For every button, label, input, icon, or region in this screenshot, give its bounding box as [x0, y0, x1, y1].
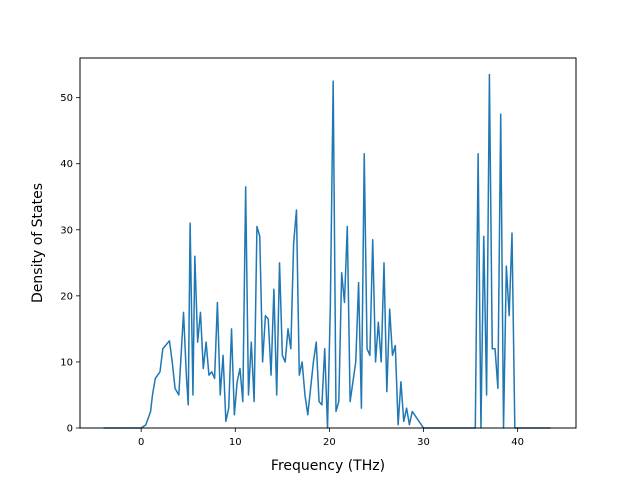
y-tick-label: 40: [60, 159, 73, 170]
plot-area: [80, 58, 576, 428]
y-tick-label: 20: [60, 291, 73, 302]
x-axis-label: Frequency (THz): [271, 458, 385, 474]
y-tick-label: 10: [60, 357, 73, 368]
plot-frame: [79, 57, 577, 429]
y-tick-label: 0: [67, 424, 73, 435]
ticks-layer: 0 10 20 30 40 0 10 20 30 40 50: [60, 93, 524, 448]
y-axis-label: Density of States: [30, 183, 46, 303]
x-tick-label: 10: [229, 437, 242, 448]
y-tick-label: 50: [60, 93, 73, 104]
x-tick-label: 30: [417, 437, 430, 448]
series-line-0: [103, 73, 551, 429]
x-tick-label: 20: [323, 437, 336, 448]
data-layer: [103, 73, 551, 429]
y-tick-label: 30: [60, 225, 73, 236]
x-tick-label: 40: [511, 437, 524, 448]
x-tick-label: 0: [138, 437, 144, 448]
